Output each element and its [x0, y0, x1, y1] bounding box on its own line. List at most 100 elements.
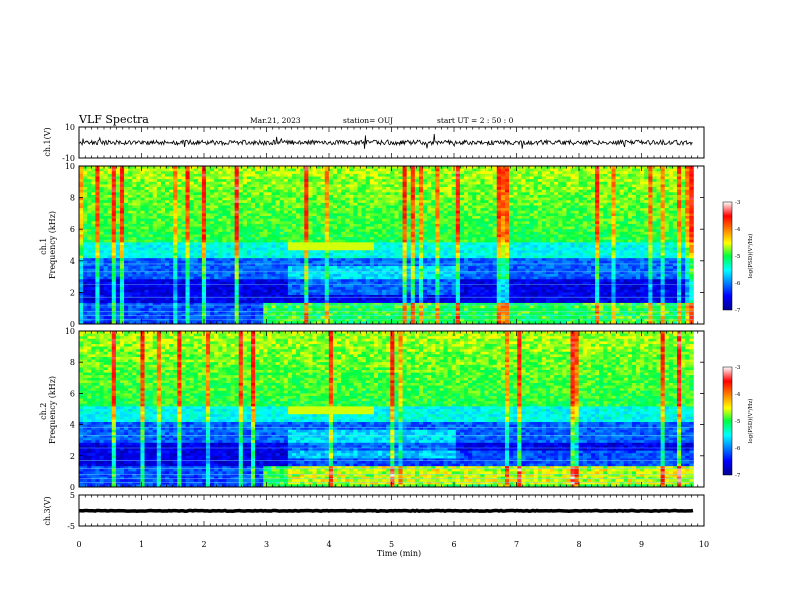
spectrogram-cell: [144, 223, 150, 227]
spectrogram-cell: [402, 221, 408, 225]
spectrogram-cell: [283, 200, 289, 204]
spectrogram-cell: [99, 218, 104, 222]
spectrogram-cell: [414, 237, 420, 241]
spectrogram-cell: [324, 247, 330, 251]
spectrogram-cell: [83, 239, 88, 243]
ch1-ylabel: ch.1(V): [43, 127, 52, 156]
spectrogram-cell: [541, 197, 547, 201]
spectrogram-cell: [504, 247, 510, 251]
spectrogram-cell: [414, 176, 420, 180]
spectrogram-cell: [291, 168, 297, 172]
spectrogram-cell: [255, 197, 260, 201]
spectrogram-cell: [640, 176, 645, 180]
spectrogram-cell: [406, 168, 412, 172]
spectrogram-cell: [595, 231, 600, 235]
spectrogram-cell: [230, 187, 236, 191]
spectrogram-cell: [394, 192, 399, 196]
spectrogram-cell: [308, 184, 313, 188]
spectrogram-cell: [119, 223, 125, 227]
spectrogram-cell: [214, 229, 219, 233]
spectrogram-cell: [128, 194, 133, 198]
spectrogram-cell: [607, 181, 612, 185]
spectrogram-cell: [189, 181, 195, 185]
spectrogram-cell: [296, 187, 301, 191]
spectrogram-cell: [394, 189, 399, 193]
spectrogram-cell: [320, 210, 326, 214]
spectrogram-cell: [672, 239, 678, 243]
spectrogram-cell: [668, 187, 674, 191]
spectrogram-cell: [406, 184, 412, 188]
spectrogram-cell: [111, 250, 117, 254]
spectrogram-cell: [222, 239, 227, 243]
spectrogram-cell: [468, 234, 473, 238]
spectrogram-cell: [124, 250, 129, 254]
spectrogram-cell: [656, 221, 662, 225]
spectrogram-cell: [394, 187, 399, 191]
spectrogram-cell: [181, 226, 186, 230]
spectrogram-cell: [165, 173, 170, 177]
spectrogram-cell: [492, 223, 498, 227]
spectrogram-cell: [406, 216, 412, 220]
spectrogram-cell: [357, 216, 363, 220]
spectrogram-cell: [562, 213, 567, 217]
spectrogram-cell: [668, 181, 674, 185]
spectrogram-cell: [590, 229, 596, 233]
spectrogram-cell: [521, 242, 526, 246]
spectrogram-cell: [160, 229, 166, 233]
spectrogram-cell: [550, 221, 555, 225]
spectrogram-cell: [279, 229, 285, 233]
spectrogram-cell: [435, 202, 440, 206]
spectrogram-cell: [378, 173, 383, 177]
spectrogram-cell: [586, 247, 592, 251]
spectrogram-cell: [414, 250, 420, 254]
spectrogram-cell: [435, 210, 440, 214]
spectrogram-cell: [406, 197, 412, 201]
spectrogram-cell: [660, 247, 666, 251]
spectrogram-cell: [185, 234, 190, 238]
spectrogram-cell: [83, 221, 88, 225]
spectrogram-cell: [390, 223, 395, 227]
spectrogram-cell: [263, 166, 268, 170]
spectrogram-cell: [603, 213, 608, 217]
spectrogram-cell: [271, 171, 276, 175]
spectrogram-cell: [586, 205, 592, 209]
spectrogram-cell: [234, 197, 240, 201]
spectrogram-cell: [582, 218, 588, 222]
spectrogram-cell: [226, 247, 231, 251]
spectrogram-cell: [599, 176, 604, 180]
spectrogram-cell: [386, 197, 391, 201]
spectrogram-cell: [189, 189, 195, 193]
spectrogram-cell: [386, 234, 391, 238]
spectrogram-cell: [287, 194, 293, 198]
spectrogram-cell: [562, 189, 567, 193]
spectrogram-cell: [599, 239, 604, 243]
spectrogram-cell: [373, 229, 379, 233]
spectrogram-cell: [447, 192, 453, 196]
spectrogram-cell: [398, 239, 403, 243]
spectrogram-cell: [558, 179, 563, 183]
spectrogram-cell: [562, 237, 567, 241]
spectrogram-cell: [279, 194, 285, 198]
spectrogram-cell: [488, 205, 494, 209]
spectrogram-cell: [291, 166, 297, 170]
spectrogram-cell: [263, 247, 268, 251]
spectrogram-cell: [246, 179, 252, 183]
spectrogram-cell: [672, 221, 678, 225]
spectrogram-cell: [509, 197, 514, 201]
spectrogram-cell: [513, 168, 518, 172]
spectrogram-cell: [87, 237, 92, 241]
spectrogram-cell: [165, 213, 170, 217]
spectrogram-cell: [107, 234, 113, 238]
spectrogram-cell: [308, 173, 313, 177]
spectrogram-cell: [676, 168, 682, 172]
spectrogram-cell: [590, 213, 596, 217]
spectrogram-cell: [500, 181, 506, 185]
spectrogram-cell: [189, 171, 195, 175]
spectrogram-cell: [287, 197, 293, 201]
spectrogram-cell: [87, 234, 92, 238]
spectrogram-cell: [631, 187, 637, 191]
spectrogram-cell: [197, 250, 203, 254]
spectrogram-cell: [406, 247, 412, 251]
spectrogram-cell: [357, 213, 363, 217]
spectrogram-cell: [386, 213, 391, 217]
